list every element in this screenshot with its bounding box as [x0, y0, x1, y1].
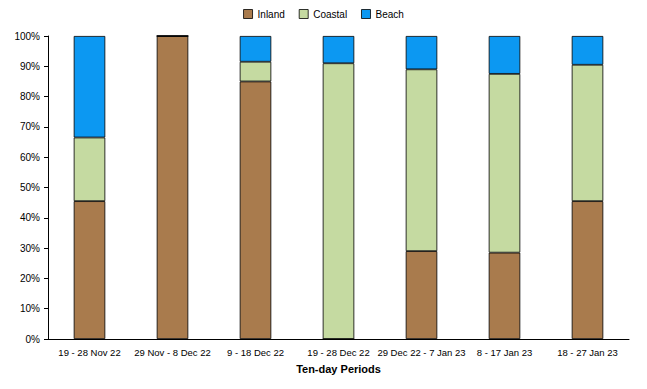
svg-text:19 - 28 Dec 22: 19 - 28 Dec 22 — [307, 347, 369, 358]
svg-text:18 - 27 Jan 23: 18 - 27 Jan 23 — [557, 347, 618, 358]
svg-text:Ten-day Periods: Ten-day Periods — [296, 363, 381, 375]
svg-text:Beach: Beach — [375, 9, 403, 20]
svg-text:70%: 70% — [20, 121, 40, 132]
svg-text:Coastal: Coastal — [313, 9, 347, 20]
svg-text:19 - 28 Nov 22: 19 - 28 Nov 22 — [58, 347, 120, 358]
svg-text:0%: 0% — [26, 334, 41, 345]
svg-text:8 - 17 Jan 23: 8 - 17 Jan 23 — [477, 347, 532, 358]
svg-text:40%: 40% — [20, 212, 40, 223]
svg-text:29 Dec 22 - 7 Jan 23: 29 Dec 22 - 7 Jan 23 — [377, 347, 465, 358]
svg-text:30%: 30% — [20, 243, 40, 254]
svg-text:20%: 20% — [20, 273, 40, 284]
svg-text:Inland: Inland — [258, 9, 285, 20]
svg-text:60%: 60% — [20, 152, 40, 163]
svg-text:90%: 90% — [20, 61, 40, 72]
svg-text:100%: 100% — [14, 31, 40, 42]
svg-text:29 Nov - 8 Dec 22: 29 Nov - 8 Dec 22 — [134, 347, 211, 358]
svg-text:10%: 10% — [20, 303, 40, 314]
svg-text:50%: 50% — [20, 182, 40, 193]
svg-text:9 - 18 Dec 22: 9 - 18 Dec 22 — [227, 347, 284, 358]
svg-text:80%: 80% — [20, 91, 40, 102]
